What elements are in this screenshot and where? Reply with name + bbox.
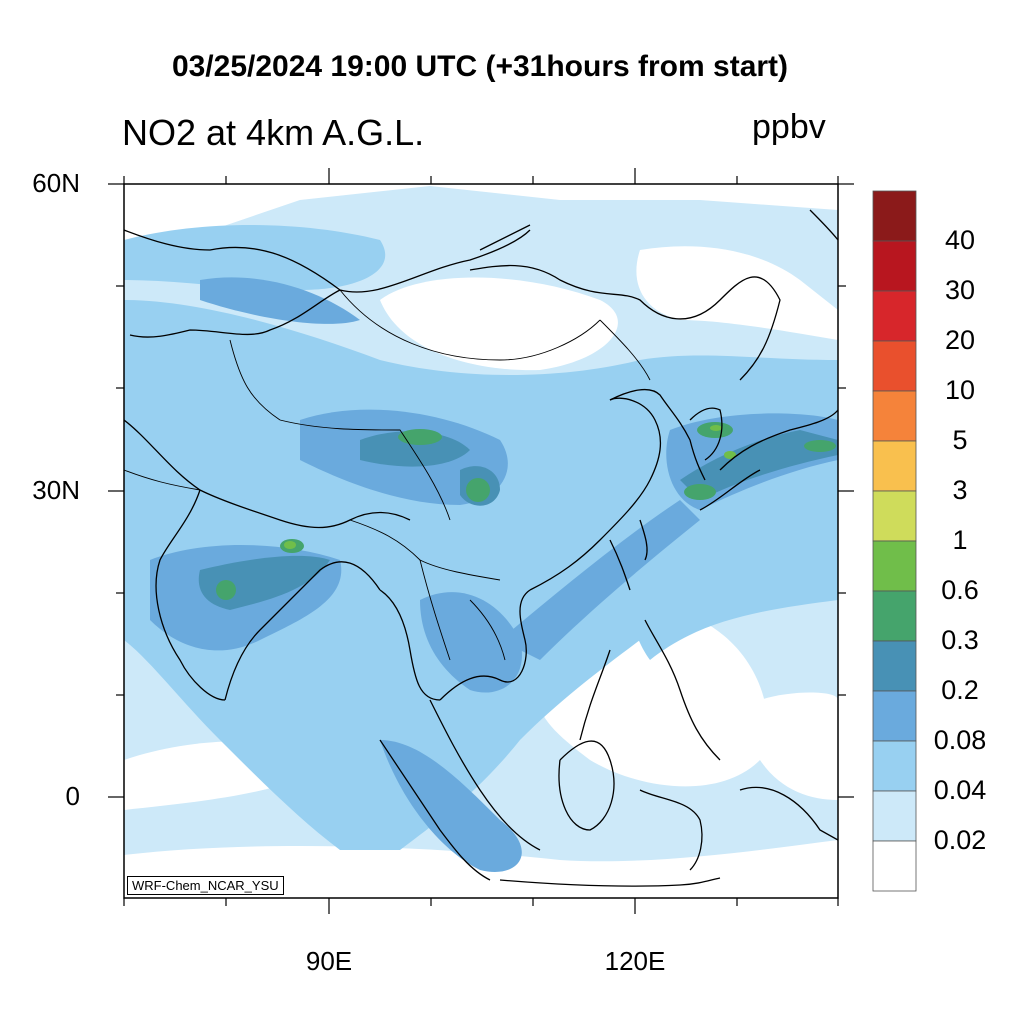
- field-teal-tibet: [360, 431, 470, 467]
- colorbar-swatch: [872, 340, 917, 392]
- colorbar-level-label: 30: [944, 275, 976, 305]
- colorbar-level-label: 0.08: [933, 725, 987, 755]
- field-green-japan2: [804, 440, 836, 452]
- lat-label-0: 0: [65, 781, 80, 811]
- colorbar-swatch: [872, 640, 917, 692]
- field-lightgreen-japan: [724, 451, 736, 459]
- map-frame: [123, 183, 839, 899]
- colorbar-swatch: [872, 190, 917, 242]
- lon-label-90e: 90E: [305, 946, 353, 976]
- lat-label-60n: 60N: [32, 168, 80, 198]
- colorbar-swatch: [872, 690, 917, 742]
- field-green-tibet: [398, 429, 442, 445]
- field-green-india: [216, 580, 236, 600]
- field-white-manchuria: [636, 246, 838, 340]
- field-green-japan: [684, 484, 716, 500]
- colorbar-level-label: 20: [944, 325, 976, 355]
- field-white-ocean-east: [760, 692, 838, 800]
- colorbar-level-label: 3: [952, 475, 968, 505]
- field-white-north: [124, 184, 838, 260]
- field-medblue-north: [124, 225, 386, 290]
- colorbar-swatch: [872, 590, 917, 642]
- field-darkblue-seasia: [420, 592, 522, 693]
- colorbar-swatch: [872, 440, 917, 492]
- variable-label: NO2 at 4km A.G.L.: [122, 112, 425, 153]
- colorbar-swatch: [872, 790, 917, 842]
- field-teal-japan: [680, 430, 838, 500]
- borders: [124, 289, 651, 661]
- axis-ticks: [108, 168, 854, 914]
- model-credit: WRF-Chem_NCAR_YSU: [127, 876, 284, 895]
- units-label: ppbv: [752, 108, 826, 146]
- colorbar-level-label: 0.6: [941, 575, 979, 605]
- colorbar-level-label: 5: [952, 425, 968, 455]
- plot-title: 03/25/2024 19:00 UTC (+31hours from star…: [171, 50, 789, 83]
- colorbar-swatch: [872, 840, 917, 892]
- colorbar-level-label: 10: [944, 375, 976, 405]
- field-darkblue-indonesia: [380, 740, 522, 872]
- colorbar-swatch: [872, 540, 917, 592]
- colorbar: [872, 190, 917, 892]
- colorbar-level-label: 0.02: [933, 825, 987, 855]
- colorbar-swatch: [872, 240, 917, 292]
- field-darkblue-plume: [500, 500, 700, 660]
- colorbar-swatch: [872, 390, 917, 442]
- colorbar-swatch: [872, 290, 917, 342]
- colorbar-swatch: [872, 490, 917, 542]
- colorbar-level-label: 0.04: [933, 775, 987, 805]
- no2-field: [124, 184, 838, 898]
- colorbar-level-label: 0.2: [941, 675, 979, 705]
- field-green-sichuan: [466, 478, 490, 502]
- field-lightgreen-korea: [710, 425, 722, 431]
- colorbar-level-label: 1: [952, 525, 968, 555]
- field-medblue-ocean: [621, 448, 838, 660]
- lat-label-30n: 30N: [32, 475, 80, 505]
- colorbar-level-label: 0.3: [941, 625, 979, 655]
- colorbar-swatch: [872, 740, 917, 792]
- field-lightgreen-bangladesh: [284, 541, 296, 549]
- lon-label-120e: 120E: [604, 946, 666, 976]
- colorbar-level-label: 40: [944, 225, 976, 255]
- coastlines: [124, 209, 838, 887]
- field-darkblue-north: [200, 277, 360, 324]
